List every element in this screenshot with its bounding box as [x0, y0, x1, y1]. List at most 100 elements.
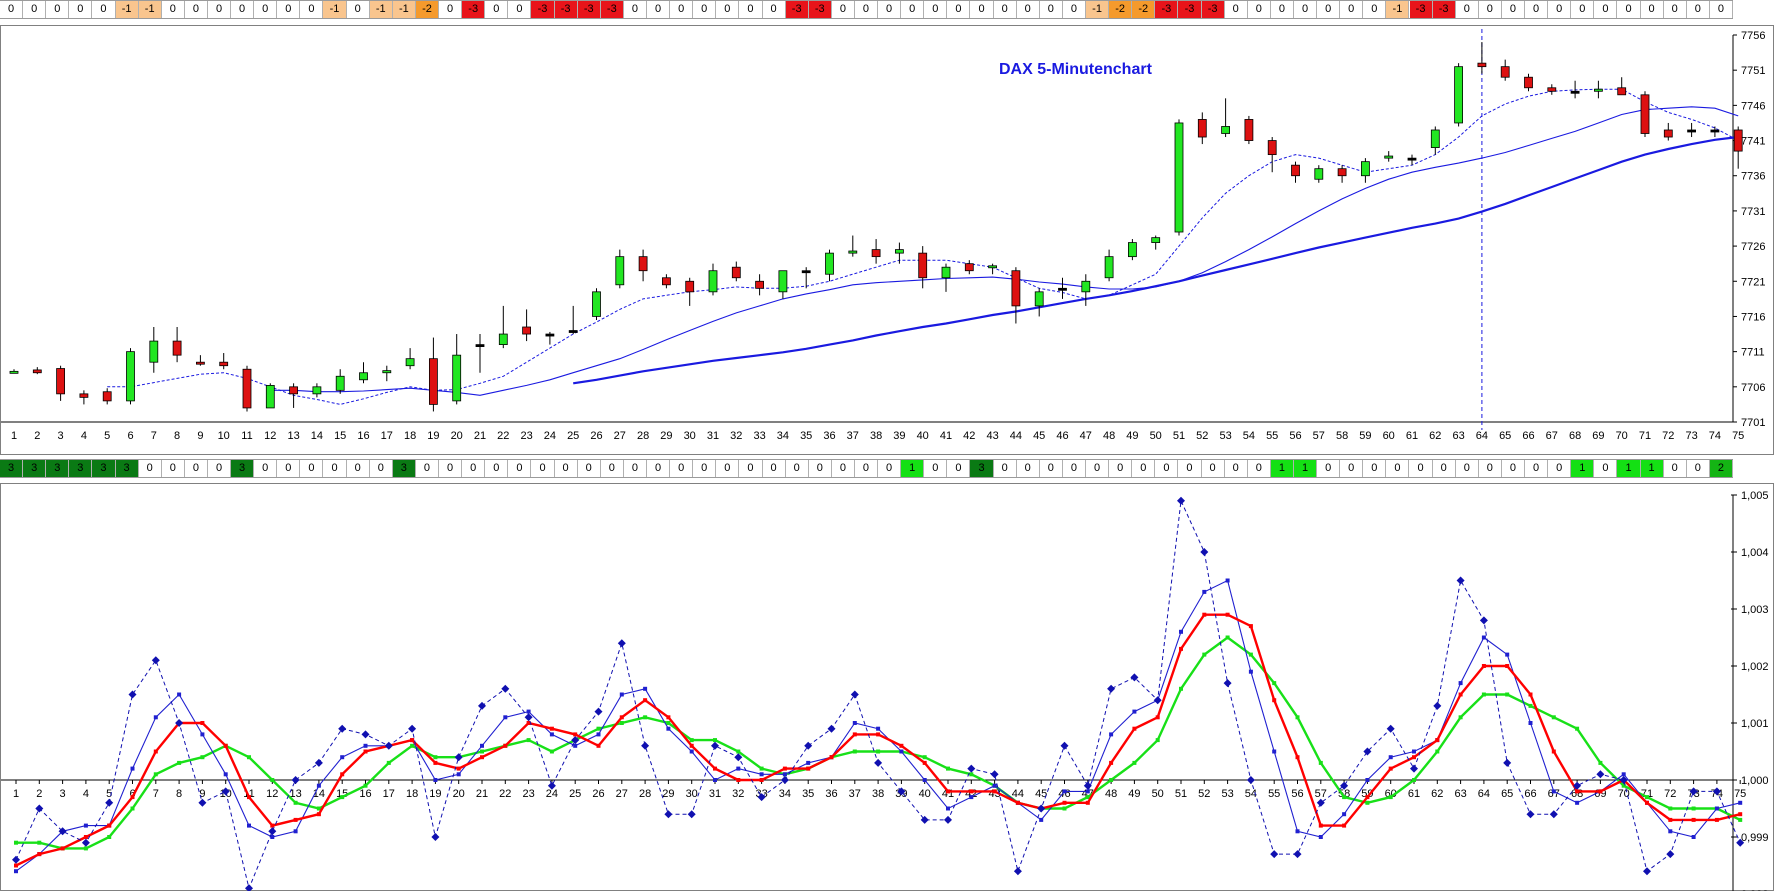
signal-mid-cell: 0 — [623, 460, 647, 477]
x-tick-label: 21 — [474, 430, 486, 442]
x-tick-label: 70 — [1616, 430, 1628, 442]
series-1-point — [664, 810, 673, 819]
series-4-point — [1645, 795, 1649, 800]
candle-body — [615, 256, 625, 286]
x-tick-label: 48 — [1103, 430, 1115, 442]
signal-mid-cell: 0 — [739, 460, 763, 477]
x-tick-label: 75 — [1734, 788, 1746, 800]
signal-top-cell: 0 — [1571, 1, 1595, 18]
signal-top-cell: 0 — [716, 1, 740, 18]
candle-body — [522, 326, 531, 335]
candle-body — [79, 393, 89, 398]
series-3-point — [130, 795, 135, 800]
series-4-point — [713, 738, 717, 743]
x-tick-label: 49 — [1128, 788, 1140, 800]
series-3-point — [1295, 755, 1300, 760]
signal-top-cell: -1 — [392, 1, 416, 18]
x-tick-label: 53 — [1221, 788, 1233, 800]
series-1-point — [617, 639, 626, 648]
signal-mid-cell: 0 — [670, 460, 694, 477]
series-1-point — [221, 787, 230, 796]
series-2-point — [1109, 732, 1114, 737]
signal-mid-cell: 0 — [1594, 460, 1618, 477]
series-2-point — [922, 778, 927, 782]
series-2-point — [1481, 635, 1486, 640]
series-1-point — [711, 741, 719, 750]
x-tick-label: 1 — [11, 430, 17, 442]
candle-body — [1314, 168, 1324, 180]
series-2-point — [689, 749, 694, 754]
series-3-point — [1598, 789, 1603, 794]
x-tick-label: 15 — [334, 430, 346, 442]
series-1-point — [58, 827, 67, 836]
x-tick-label: 2 — [34, 430, 40, 442]
x-tick-label: 9 — [199, 788, 205, 800]
signal-mid-cell: 0 — [1201, 460, 1225, 477]
x-tick-label: 7 — [153, 788, 159, 800]
signal-mid-cell: 0 — [808, 460, 832, 477]
x-tick-label: 18 — [404, 430, 416, 442]
series-3-point — [480, 755, 484, 760]
signal-mid-cell: 0 — [323, 460, 347, 477]
signal-top-cell: -3 — [785, 1, 809, 18]
signal-top-cell: 0 — [0, 1, 24, 18]
series-2-point — [363, 743, 368, 748]
signal-mid-cell: 0 — [1224, 460, 1248, 477]
x-tick-label: 36 — [823, 430, 835, 442]
series-1-point — [1130, 673, 1139, 682]
signal-top-cell: 0 — [831, 1, 855, 18]
oscillator-chart-panel: 0,998 0,999 1,000 1,001 1,002 1,003 1,004 1,005… — [0, 483, 1774, 891]
y-tick-label: 7746 — [1741, 100, 1765, 112]
signal-top-cell: 0 — [207, 1, 232, 18]
series-1-point — [1316, 798, 1325, 807]
signal-top-cell: 0 — [1501, 1, 1526, 18]
signal-mid-cell: 0 — [300, 460, 324, 477]
signal-top-cell: -1 — [138, 1, 162, 18]
x-tick-label: 34 — [777, 430, 789, 442]
series-4-point — [247, 755, 251, 760]
candle-body — [1594, 88, 1603, 92]
candle-body — [1454, 66, 1463, 124]
series-4-point — [83, 846, 88, 851]
candle-body — [1570, 90, 1580, 94]
series-2-point — [1318, 835, 1323, 839]
signal-top-cell: 0 — [1363, 1, 1387, 18]
series-2-point — [1458, 681, 1463, 686]
signal-top-cell: -3 — [1409, 1, 1433, 18]
series-2-point — [1202, 589, 1207, 594]
series-1-point — [478, 701, 486, 710]
series-1-point — [547, 781, 556, 790]
x-tick-label: 30 — [684, 430, 696, 442]
series-4-point — [1342, 795, 1347, 800]
series-1-point — [245, 884, 253, 891]
signal-mid-cell: 0 — [1109, 460, 1133, 477]
series-4-point — [1668, 806, 1673, 811]
signal-top-cell: 0 — [300, 1, 324, 18]
series-1-point — [1712, 787, 1721, 796]
signal-top-cell: -3 — [462, 1, 486, 18]
signal-top-cell: 0 — [878, 1, 902, 18]
signal-top-cell: 0 — [1663, 1, 1687, 18]
signal-mid-cell: 0 — [184, 460, 208, 477]
candle-body — [1058, 287, 1067, 291]
signal-top-cell: 0 — [924, 1, 948, 18]
signal-top-cell: 0 — [947, 1, 971, 18]
x-tick-label: 12 — [264, 430, 276, 442]
signal-top-cell: 0 — [1270, 1, 1294, 18]
candle-body — [1640, 94, 1650, 134]
series-4-point — [876, 749, 881, 754]
series-2-point — [1225, 578, 1230, 583]
series-4-point — [922, 755, 927, 760]
series-3-point — [1738, 812, 1743, 817]
series-2-point — [1691, 835, 1696, 839]
series-4-point — [689, 738, 694, 743]
candle-body — [1244, 119, 1254, 141]
candle-body — [1267, 140, 1277, 156]
y-tick-label: 1,004 — [1741, 547, 1769, 559]
series-4-point — [37, 840, 42, 845]
signal-mid-cell: 0 — [1409, 460, 1433, 477]
series-4-point — [969, 772, 974, 777]
series-1-point — [1689, 787, 1698, 796]
candle-body — [1687, 129, 1696, 133]
x-tick-label: 23 — [520, 430, 532, 442]
